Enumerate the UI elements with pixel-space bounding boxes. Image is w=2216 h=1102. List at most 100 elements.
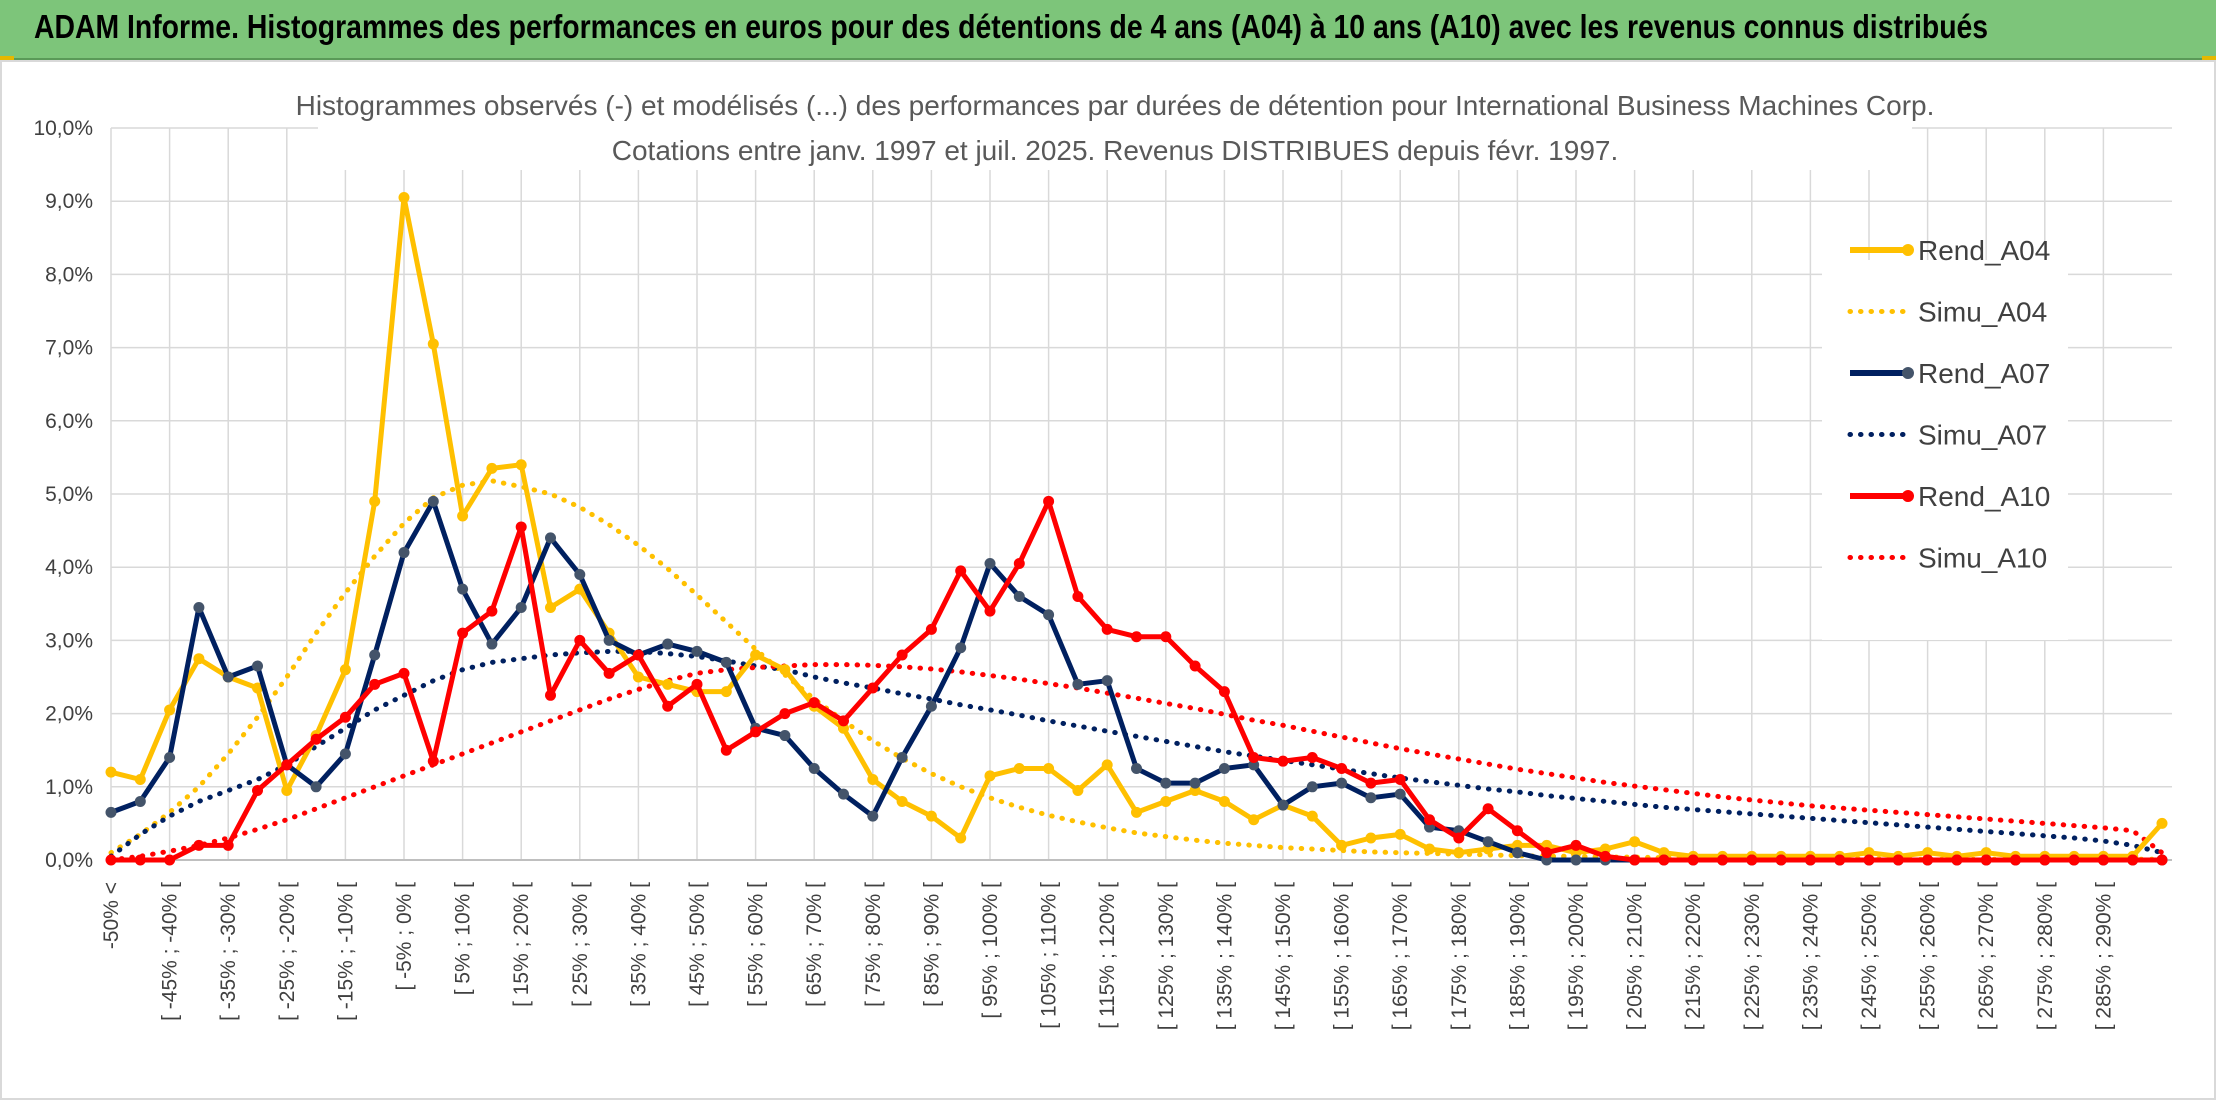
- data-point-rend-a07: [457, 583, 469, 595]
- x-tick-label: [ 245% ; 250% [: [1858, 882, 1881, 1030]
- data-point-rend-a07: [896, 752, 908, 764]
- data-point-rend-a04: [281, 784, 293, 796]
- data-point-rend-a07: [1394, 788, 1406, 800]
- data-point-rend-a10: [867, 682, 879, 694]
- y-tick-label: 0,0%: [45, 849, 93, 872]
- data-point-rend-a10: [105, 854, 117, 866]
- data-point-rend-a10: [1218, 686, 1230, 698]
- data-point-rend-a04: [925, 810, 937, 822]
- x-tick-label: [ 115% ; 120% [: [1096, 882, 1119, 1029]
- data-point-rend-a10: [457, 627, 469, 639]
- series-line-simu-a10: [108, 662, 2165, 863]
- data-point-rend-a04: [1453, 847, 1465, 859]
- data-point-rend-a04: [955, 832, 967, 844]
- data-point-rend-a10: [1043, 495, 1055, 507]
- data-point-rend-a04: [1248, 814, 1260, 826]
- series-line-simu-a04: [108, 478, 2165, 862]
- data-point-rend-a10: [808, 697, 820, 709]
- x-tick-label: [ 135% ; 140% [: [1213, 882, 1236, 1030]
- data-point-rend-a07: [1511, 847, 1523, 859]
- data-point-rend-a07: [427, 495, 439, 507]
- data-point-rend-a07: [1101, 675, 1113, 687]
- y-tick-label: 2,0%: [45, 703, 93, 726]
- data-point-rend-a10: [1804, 854, 1816, 866]
- data-point-rend-a04: [1306, 810, 1318, 822]
- data-point-rend-a10: [2010, 854, 2021, 866]
- data-point-rend-a04: [545, 601, 556, 613]
- data-point-rend-a10: [281, 759, 293, 771]
- x-tick-label: [ 195% ; 200% [: [1565, 882, 1588, 1030]
- x-tick-label: [ 55% ; 60% [: [745, 882, 768, 1007]
- y-tick-label: 4,0%: [45, 556, 93, 579]
- data-point-rend-a10: [1629, 854, 1641, 866]
- y-axis: 0,0% 1,0% 2,0% 3,0% 4,0% 5,0% 6,0% 7,0% 8,0% 9,0%…: [33, 117, 93, 872]
- data-point-rend-a10: [369, 678, 381, 690]
- legend-label-simu-a07: Simu_A07: [1918, 420, 2047, 451]
- x-tick-label: [ 165% ; 170% [: [1389, 882, 1412, 1030]
- data-point-rend-a07: [105, 806, 117, 818]
- x-tick-label: [ 95% ; 100% [: [979, 882, 1002, 1019]
- data-point-rend-a04: [2156, 817, 2168, 829]
- data-point-rend-a04: [632, 671, 644, 683]
- data-point-rend-a10: [1980, 854, 1992, 866]
- data-point-rend-a10: [1746, 854, 1758, 866]
- corner-mark-left: [0, 56, 14, 61]
- data-point-rend-a10: [515, 521, 527, 533]
- series-group: [105, 192, 2168, 866]
- data-point-rend-a04: [252, 682, 263, 694]
- data-point-rend-a04: [164, 704, 176, 716]
- data-point-rend-a10: [1687, 854, 1699, 866]
- page-title: ADAM Informe. Histogrammes des performan…: [34, 8, 1989, 45]
- x-tick-label: [ -5% ; 0% [: [393, 882, 416, 991]
- data-point-rend-a10: [1775, 854, 1787, 866]
- x-tick-label: [ 75% ; 80% [: [862, 882, 885, 1007]
- data-point-rend-a04: [1101, 759, 1113, 771]
- legend-marker-rend-a10: [1902, 490, 1914, 502]
- data-point-rend-a10: [486, 605, 498, 617]
- x-tick-label: [ -25% ; -20% [: [276, 882, 299, 1021]
- data-point-rend-a10: [1717, 854, 1728, 866]
- data-point-rend-a10: [1658, 854, 1670, 866]
- data-point-rend-a04: [398, 192, 410, 204]
- data-point-rend-a10: [1277, 755, 1289, 767]
- data-point-rend-a10: [1834, 854, 1846, 866]
- data-point-rend-a10: [896, 649, 908, 661]
- header-banner: ADAM Informe. Histogrammes des performan…: [0, 0, 2216, 60]
- data-point-rend-a10: [164, 854, 176, 866]
- data-point-rend-a07: [1013, 590, 1025, 602]
- x-tick-label: [ 35% ; 40% [: [627, 882, 650, 1007]
- data-point-rend-a07: [1336, 777, 1348, 789]
- data-point-rend-a10: [1424, 814, 1435, 826]
- chart-subtitle: Cotations entre janv. 1997 et juil. 2025…: [612, 135, 1619, 166]
- data-point-rend-a07: [545, 532, 556, 544]
- data-point-rend-a07: [193, 601, 205, 613]
- data-point-rend-a10: [955, 565, 967, 577]
- data-point-rend-a04: [662, 678, 674, 690]
- data-point-rend-a07: [222, 671, 234, 683]
- data-point-rend-a07: [515, 601, 527, 613]
- data-point-rend-a10: [1101, 623, 1113, 635]
- data-point-rend-a10: [222, 839, 234, 851]
- x-tick-label: [ 255% ; 260% [: [1917, 882, 1940, 1030]
- data-point-rend-a10: [193, 839, 205, 851]
- data-point-rend-a10: [310, 733, 322, 745]
- data-point-rend-a04: [1131, 806, 1142, 818]
- x-tick-label: [ 265% ; 270% [: [1975, 882, 1998, 1030]
- x-tick-label: [ 205% ; 210% [: [1624, 882, 1647, 1030]
- x-tick-label: [ 25% ; 30% [: [569, 882, 592, 1007]
- data-point-rend-a10: [252, 784, 263, 796]
- data-point-rend-a07: [369, 649, 381, 661]
- data-point-rend-a10: [1922, 854, 1934, 866]
- legend-label-rend-a04: Rend_A04: [1918, 235, 2050, 266]
- data-point-rend-a07: [779, 730, 791, 742]
- data-point-rend-a07: [398, 547, 410, 559]
- data-point-rend-a10: [1306, 752, 1318, 764]
- x-axis: -50% < [ -45% ; -40% [[ -35% ; -30% [[ -2…: [100, 882, 2115, 1030]
- data-point-rend-a07: [691, 645, 703, 657]
- data-point-rend-a07: [486, 638, 498, 650]
- data-point-rend-a10: [1951, 854, 1963, 866]
- data-point-rend-a10: [398, 667, 410, 679]
- data-point-rend-a10: [2068, 854, 2080, 866]
- data-point-rend-a07: [1570, 854, 1582, 866]
- data-point-rend-a10: [2097, 854, 2109, 866]
